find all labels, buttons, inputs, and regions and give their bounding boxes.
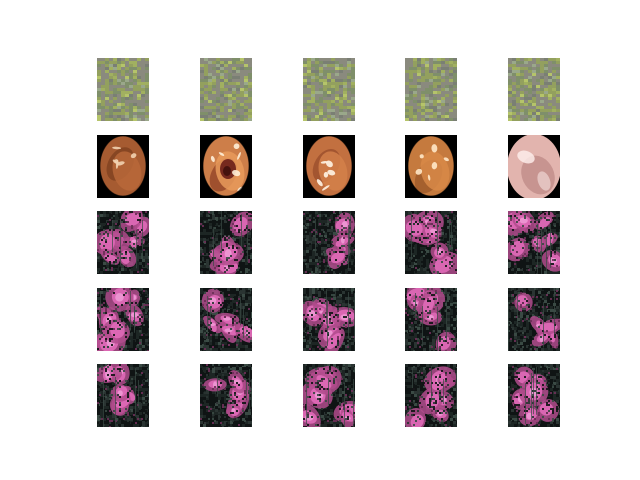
- image-tile-r3-c4: [405, 211, 457, 274]
- image-tile-r4-c5: [508, 288, 560, 351]
- image-tile-r2-c2: [200, 135, 252, 198]
- image-tile-r3-c5: [508, 211, 560, 274]
- image-tile-r3-c2: [200, 211, 252, 274]
- image-tile-r4-c3: [303, 288, 355, 351]
- image-tile-r2-c4: [405, 135, 457, 198]
- image-tile-r4-c2: [200, 288, 252, 351]
- image-tile-r4-c4: [405, 288, 457, 351]
- image-tile-r5-c4: [405, 364, 457, 427]
- image-tile-r5-c3: [303, 364, 355, 427]
- image-tile-r2-c3: [303, 135, 355, 198]
- image-tile-r1-c4: [405, 58, 457, 121]
- image-tile-r3-c1: [97, 211, 149, 274]
- image-tile-r5-c5: [508, 364, 560, 427]
- image-tile-r3-c3: [303, 211, 355, 274]
- image-tile-r1-c3: [303, 58, 355, 121]
- image-tile-r1-c5: [508, 58, 560, 121]
- image-tile-r5-c2: [200, 364, 252, 427]
- image-tile-r1-c2: [200, 58, 252, 121]
- image-tile-r4-c1: [97, 288, 149, 351]
- image-tile-r1-c1: [97, 58, 149, 121]
- image-tile-r5-c1: [97, 364, 149, 427]
- image-tile-r2-c1: [97, 135, 149, 198]
- image-tile-r2-c5: [508, 135, 560, 198]
